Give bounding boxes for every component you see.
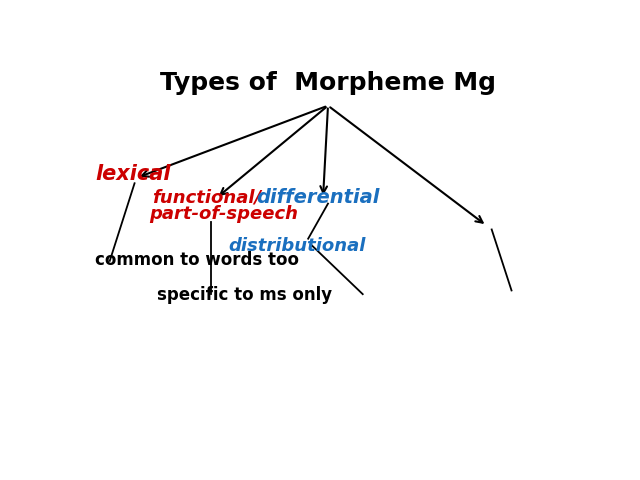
Text: functional/: functional/ (152, 188, 261, 206)
Text: part-of-speech: part-of-speech (150, 204, 298, 223)
Text: lexical: lexical (95, 164, 170, 184)
Text: distributional: distributional (229, 237, 366, 255)
Text: common to words too: common to words too (95, 251, 299, 269)
Text: Types of  Morpheme Mg: Types of Morpheme Mg (160, 72, 496, 96)
Text: specific to ms only: specific to ms only (157, 286, 332, 304)
Text: differential: differential (256, 188, 380, 207)
